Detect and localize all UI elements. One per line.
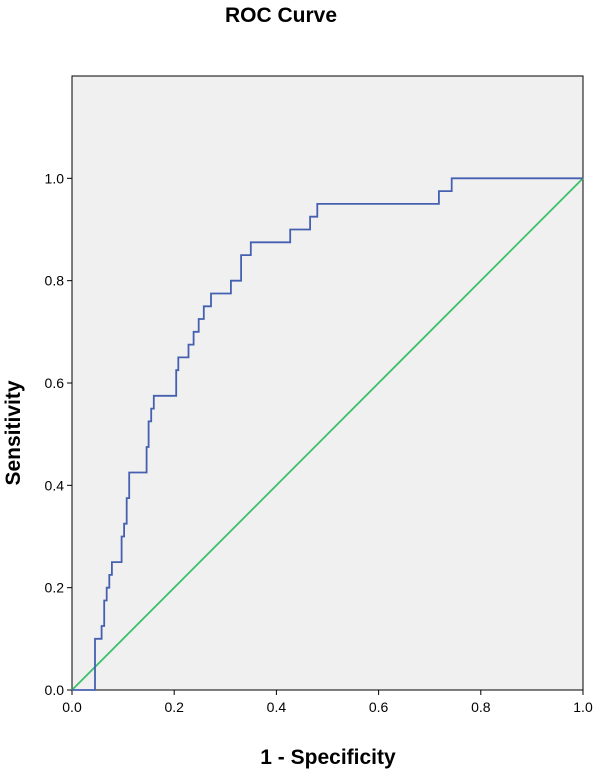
y-tick-label: 0.4 bbox=[45, 477, 65, 493]
y-tick-label: 1.0 bbox=[45, 170, 65, 186]
roc-curve-line bbox=[72, 177, 583, 691]
y-axis: 0.0 0.2 0.4 0.6 0.8 1.0 bbox=[45, 170, 72, 698]
x-tick-label: 0.6 bbox=[369, 699, 389, 715]
y-tick-label: 0.8 bbox=[45, 273, 65, 289]
x-tick-label: 1.0 bbox=[573, 699, 593, 715]
x-axis: 0.0 0.2 0.4 0.6 0.8 1.0 bbox=[62, 690, 593, 715]
x-tick-label: 0.4 bbox=[267, 699, 287, 715]
x-tick-label: 0.0 bbox=[62, 699, 82, 715]
y-tick-label: 0.2 bbox=[45, 580, 65, 596]
chart-title: ROC Curve bbox=[225, 4, 337, 27]
x-tick-label: 0.2 bbox=[164, 699, 184, 715]
reference-line bbox=[71, 177, 584, 691]
y-axis-title: Sensitivity bbox=[2, 380, 25, 485]
x-tick-label: 0.8 bbox=[471, 699, 491, 715]
x-axis-title: 1 - Specificity bbox=[260, 746, 396, 769]
y-tick-label: 0.0 bbox=[45, 682, 65, 698]
y-tick-label: 0.6 bbox=[45, 375, 65, 391]
plot-area bbox=[71, 75, 584, 691]
